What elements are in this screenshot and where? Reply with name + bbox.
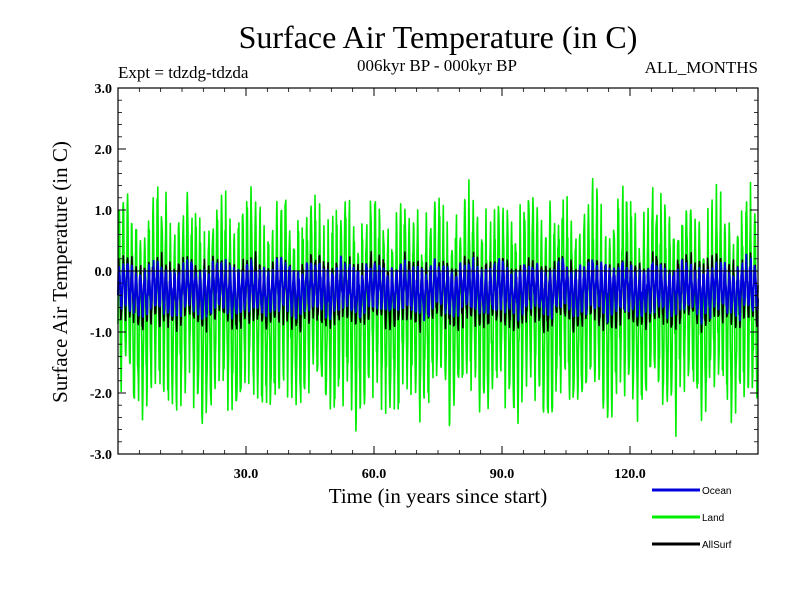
y-tick-label: 0.0: [95, 265, 113, 280]
series-layer: [117, 177, 759, 438]
months-label: ALL_MONTHS: [645, 58, 758, 77]
experiment-label: Expt = tdzdg-tdzda: [118, 63, 249, 82]
legend-label-allsurf: AllSurf: [702, 540, 732, 551]
x-tick-label: 30.0: [234, 467, 259, 482]
x-axis-label: Time (in years since start): [329, 484, 548, 508]
legend-label-land: Land: [702, 513, 724, 524]
chart-title: Surface Air Temperature (in C): [239, 19, 638, 55]
legend-label-ocean: Ocean: [702, 486, 731, 497]
y-tick-label: 1.0: [95, 204, 113, 219]
legend: Ocean Land AllSurf: [652, 486, 732, 551]
axes-layer: -3.0 -2.0 -1.0 0.0 1.0 2.0 3.0 30.0 60.0 90.0 120.…: [90, 82, 759, 482]
y-tick-label: -3.0: [90, 448, 112, 463]
y-axis-label: Surface Air Temperature (in C): [48, 141, 72, 403]
period-label: 006kyr BP - 000kyr BP: [357, 56, 517, 75]
series-line-ocean: [117, 253, 759, 325]
y-tick-label: 2.0: [95, 143, 113, 158]
x-tick-label: 90.0: [490, 467, 515, 482]
y-tick-label: -2.0: [90, 387, 112, 402]
y-tick-label: -1.0: [90, 326, 112, 341]
x-tick-label: 60.0: [362, 467, 387, 482]
y-tick-label: 3.0: [95, 82, 113, 97]
x-tick-label: 120.0: [614, 467, 646, 482]
